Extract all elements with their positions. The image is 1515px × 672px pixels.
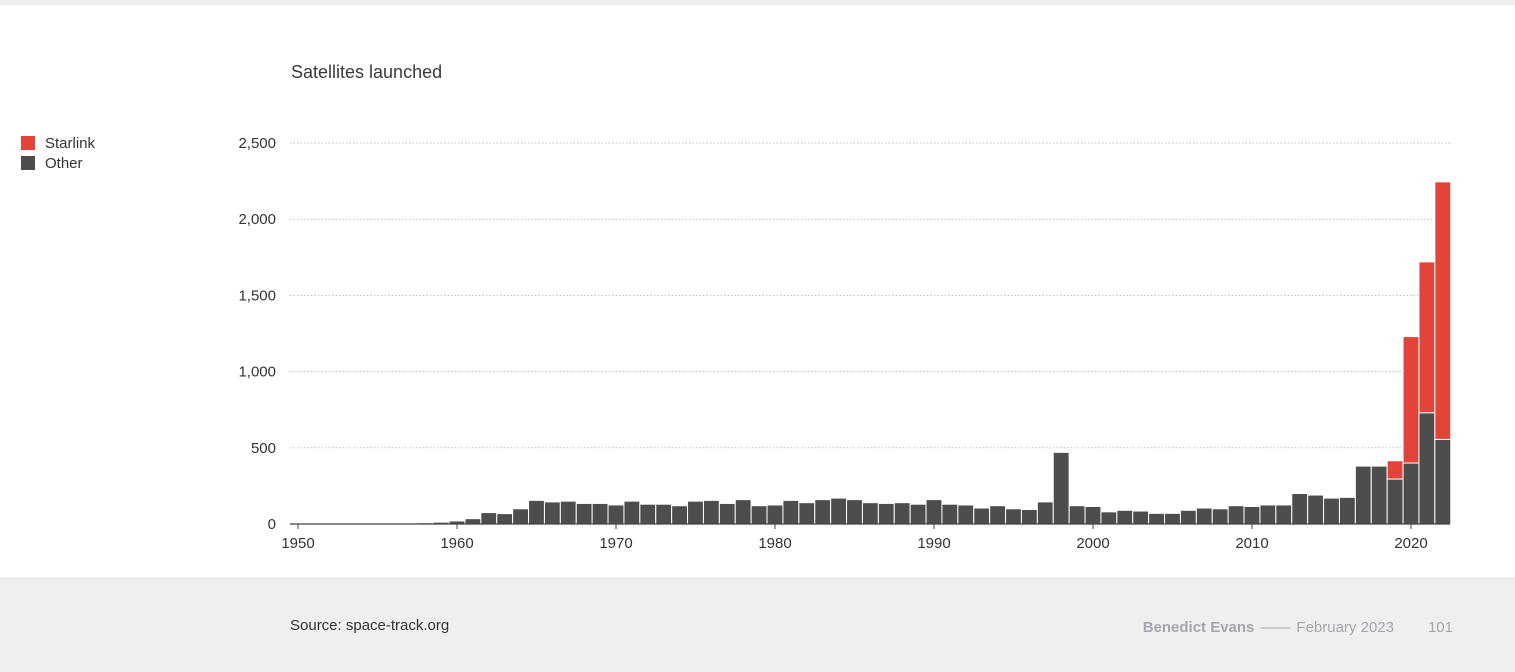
bar-other xyxy=(1386,478,1404,525)
satellites-bar-chart: 0 500 1,000 1,500 2,000 2,500 1950 1960 1970 1980… xyxy=(238,135,1452,552)
top-strip xyxy=(0,0,1515,5)
legend: Starlink Other xyxy=(21,133,95,173)
bar-other xyxy=(1068,505,1086,525)
bar-other xyxy=(782,499,800,525)
source-note: Source: space-track.org xyxy=(290,617,450,634)
bar-other xyxy=(893,502,911,525)
bar-other xyxy=(639,503,657,525)
bar-other xyxy=(1132,510,1150,525)
bar-other xyxy=(1227,505,1245,525)
author-name: Benedict Evans xyxy=(1142,619,1255,636)
bar-other xyxy=(1148,512,1166,525)
bar-starlink xyxy=(1434,181,1452,440)
legend-label-other: Other xyxy=(45,154,83,172)
bar-other xyxy=(909,503,927,525)
bar-other xyxy=(1291,493,1309,525)
bar-other xyxy=(941,503,959,525)
bar-other xyxy=(1434,438,1452,525)
bar-other xyxy=(734,499,752,525)
bar-other xyxy=(1418,412,1436,525)
bar-other xyxy=(1116,509,1134,525)
bar-other xyxy=(512,508,530,525)
bar-other xyxy=(861,502,879,525)
bar-other xyxy=(814,499,832,525)
bar-starlink xyxy=(1386,460,1404,480)
bar-other xyxy=(1020,509,1038,525)
bar-other xyxy=(718,502,736,525)
bar-other xyxy=(1084,505,1102,525)
footer: Source: space-track.org Benedict Evans ——… xyxy=(0,577,1515,672)
bar-other xyxy=(464,518,482,525)
x-tick-label: 1970 xyxy=(599,535,632,552)
y-tick-label: 2,000 xyxy=(238,211,276,228)
y-tick-label: 2,500 xyxy=(238,135,276,152)
bar-other xyxy=(1179,509,1197,525)
bar-other xyxy=(1354,465,1372,525)
bar-other xyxy=(591,502,609,525)
bar-other xyxy=(1370,465,1388,525)
x-tick-label: 1980 xyxy=(758,535,791,552)
bar-other xyxy=(1036,501,1054,525)
bar-other xyxy=(973,507,991,525)
bar-other xyxy=(1243,505,1261,525)
y-tick-label: 1,000 xyxy=(238,364,276,381)
bar-other xyxy=(846,499,863,525)
bar-other xyxy=(750,505,768,525)
y-tick-label: 500 xyxy=(251,440,276,457)
bar-other xyxy=(559,500,577,525)
x-tick-label: 2000 xyxy=(1076,535,1109,552)
bar-other xyxy=(1259,504,1277,525)
bar-other xyxy=(1211,508,1229,525)
bar-other xyxy=(687,500,704,525)
bar-other xyxy=(671,505,689,525)
bar-other xyxy=(957,504,975,525)
bar-other xyxy=(702,499,720,525)
bar-other xyxy=(543,501,561,525)
bar-other xyxy=(925,499,943,525)
bar-other xyxy=(1402,462,1420,525)
page-number: 101 xyxy=(1427,619,1453,636)
bar-other xyxy=(1307,494,1325,525)
credit: Benedict Evans —— February 2023 101 xyxy=(1143,619,1453,636)
x-tick-label: 1990 xyxy=(917,535,950,552)
legend-item-other: Other xyxy=(21,153,95,173)
bar-other xyxy=(1275,504,1293,525)
bar-other xyxy=(480,512,498,525)
publish-date: February 2023 xyxy=(1296,619,1394,636)
bar-other xyxy=(1164,512,1181,525)
legend-swatch-other xyxy=(21,156,35,170)
bar-other xyxy=(1338,496,1356,525)
bar-other xyxy=(989,505,1007,525)
legend-item-starlink: Starlink xyxy=(21,133,95,153)
legend-label-starlink: Starlink xyxy=(45,134,96,152)
bar-other xyxy=(607,504,625,525)
bar-other xyxy=(1195,507,1213,525)
x-tick-label: 1960 xyxy=(440,535,473,552)
bar-other xyxy=(655,503,673,525)
bar-other xyxy=(1005,508,1022,525)
legend-swatch-starlink xyxy=(21,136,35,150)
bar-other xyxy=(496,513,514,525)
bar-other xyxy=(877,502,895,525)
bar-other xyxy=(528,499,545,525)
x-tick-label: 2010 xyxy=(1235,535,1268,552)
bar-other xyxy=(1052,451,1070,525)
bar-other xyxy=(623,500,641,525)
x-tick-label: 2020 xyxy=(1394,535,1427,552)
bar-other xyxy=(575,502,593,525)
credit-separator: —— xyxy=(1260,619,1291,636)
y-tick-label: 1,500 xyxy=(238,287,276,304)
bar-other xyxy=(766,504,784,525)
chart-title: Satellites launched xyxy=(291,62,443,82)
bar-other xyxy=(1100,511,1118,525)
bar-other xyxy=(830,497,848,525)
bar-other xyxy=(798,502,816,525)
x-tick-label: 1950 xyxy=(281,535,314,552)
y-tick-label: 0 xyxy=(268,516,276,533)
bar-other xyxy=(1323,497,1340,525)
bar-starlink xyxy=(1418,261,1436,414)
bar-starlink xyxy=(1402,336,1420,464)
